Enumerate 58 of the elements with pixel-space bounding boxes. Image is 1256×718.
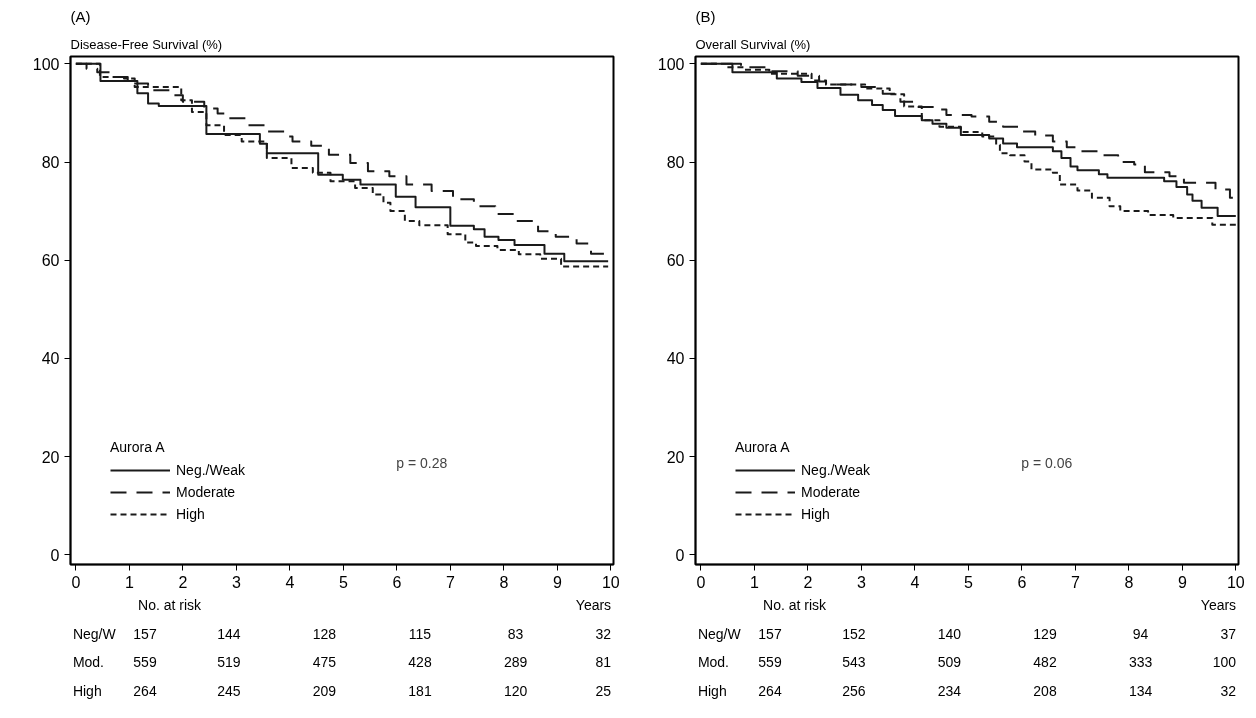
x-tick-label: 10	[1226, 573, 1245, 591]
legend-title: Aurora A	[735, 439, 791, 455]
x-tick-label: 5	[963, 573, 973, 591]
chart-title: Overall Survival (%)	[695, 36, 811, 52]
y-tick-label: 100	[32, 55, 60, 73]
text: High 264 256 234 208 134 32	[697, 683, 1237, 700]
text: High 264 245 209 181 120 25	[72, 683, 612, 700]
x-tick-label: 1	[749, 573, 759, 591]
x-tick-label: 3	[231, 573, 241, 591]
legend-title: Aurora A	[110, 439, 166, 455]
legend-label: High	[176, 506, 205, 522]
x-tick-label: 4	[285, 573, 295, 591]
x-tick-label: 9	[552, 573, 562, 591]
x-tick-label: 9	[1177, 573, 1187, 591]
legend-label: High	[801, 506, 830, 522]
x-tick-label: 8	[499, 573, 509, 591]
x-axis-title: Years	[575, 596, 612, 613]
annotation: p = 0.28	[396, 454, 448, 471]
y-tick-label: 60	[41, 252, 60, 270]
legend-label: Neg./Weak	[801, 462, 870, 478]
y-tick-label: 20	[41, 448, 60, 466]
text: Mod. 559 519 475 428 289 81	[72, 654, 612, 671]
y-tick-label: 0	[675, 546, 685, 564]
x-tick-label: 0	[71, 573, 81, 591]
text: No. at risk	[138, 596, 203, 613]
x-tick-label: 1	[124, 573, 134, 591]
legend-label: Neg./Weak	[176, 462, 245, 478]
y-tick-label: 20	[666, 448, 685, 466]
legend-label: Moderate	[801, 484, 861, 500]
y-tick-label: 60	[666, 252, 685, 270]
x-tick-label: 4	[910, 573, 920, 591]
y-tick-label: 80	[666, 154, 685, 172]
x-tick-label: 2	[803, 573, 813, 591]
x-tick-label: 6	[1017, 573, 1027, 591]
y-tick-label: 100	[657, 55, 685, 73]
text: (A)	[70, 7, 91, 25]
x-tick-label: 6	[392, 573, 402, 591]
y-tick-label: 40	[41, 350, 60, 368]
y-tick-label: 40	[666, 350, 685, 368]
x-tick-label: 8	[1124, 573, 1134, 591]
x-tick-label: 10	[601, 573, 620, 591]
x-tick-label: 5	[338, 573, 348, 591]
x-tick-label: 7	[1070, 573, 1080, 591]
annotation: p = 0.06	[1021, 454, 1073, 471]
x-tick-label: 2	[178, 573, 188, 591]
x-tick-label: 7	[445, 573, 455, 591]
legend-label: Moderate	[176, 484, 236, 500]
chart-title: Disease-Free Survival (%)	[70, 36, 223, 52]
text: (B)	[695, 7, 716, 25]
text: Mod. 559 543 509 482 333 100	[697, 654, 1237, 671]
x-axis-title: Years	[1200, 596, 1237, 613]
text: Neg/W 157 144 128 115 83 32	[72, 625, 612, 642]
y-tick-label: 0	[50, 546, 60, 564]
x-tick-label: 3	[856, 573, 866, 591]
text: Neg/W 157 152 140 129 94 37	[697, 625, 1237, 642]
text: No. at risk	[763, 596, 828, 613]
y-tick-label: 80	[41, 154, 60, 172]
x-tick-label: 0	[696, 573, 706, 591]
